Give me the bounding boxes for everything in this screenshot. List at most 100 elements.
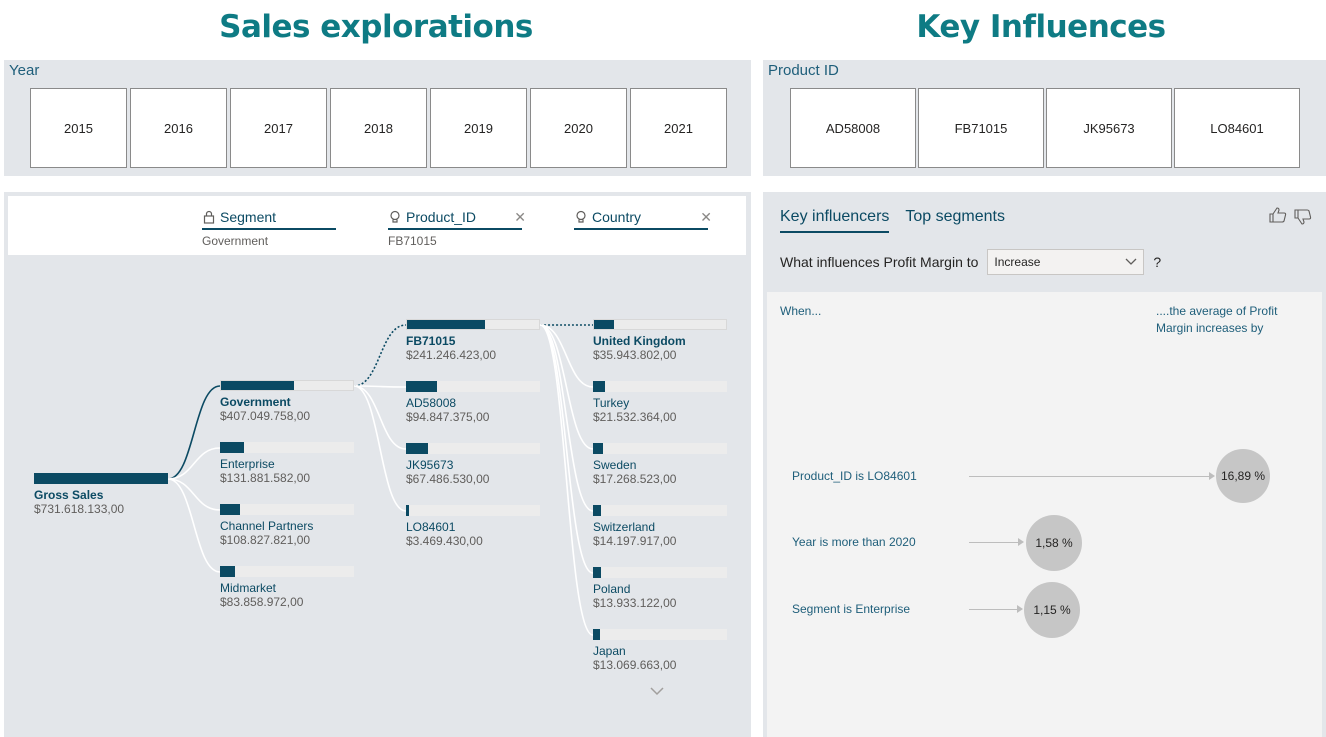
level-product-id[interactable]: Product_ID ✕ FB71015 — [388, 208, 526, 248]
product-chip-row: AD58008 FB71015 JK95673 LO84601 — [790, 88, 1302, 168]
node-value: $13.069.663,00 — [593, 658, 677, 672]
influencers-list: When... ....the average of Profit Margin… — [767, 292, 1322, 737]
bar-track — [406, 443, 540, 454]
node-label: JK95673 — [406, 458, 454, 472]
node-country-poland[interactable]: Poland $13.933.122,00 — [593, 567, 727, 611]
arrow-right-icon — [1209, 472, 1215, 480]
bar-track — [34, 473, 168, 484]
node-label: Government — [220, 395, 291, 409]
node-country-sweden[interactable]: Sweden $17.268.523,00 — [593, 443, 727, 487]
node-label: Poland — [593, 582, 631, 596]
node-segment-enterprise[interactable]: Enterprise $131.881.582,00 — [220, 442, 354, 486]
help-mark: ? — [1153, 254, 1162, 270]
bar-track — [593, 505, 727, 516]
influencer-label[interactable]: Product_ID is LO84601 — [792, 469, 917, 483]
bar-fill — [34, 473, 168, 484]
question-row: What influences Profit Margin to Increas… — [780, 249, 1161, 275]
node-country-switzerland[interactable]: Switzerland $14.197.917,00 — [593, 505, 727, 549]
node-segment-midmarket[interactable]: Midmarket $83.858.972,00 — [220, 566, 354, 610]
influencer-row[interactable]: Product_ID is LO84601 16,89 % — [767, 445, 1322, 505]
year-chip-2016[interactable]: 2016 — [130, 88, 227, 168]
influencer-label[interactable]: Year is more than 2020 — [792, 535, 916, 549]
node-value: $241.246.423,00 — [406, 348, 497, 362]
chevron-down-icon[interactable] — [650, 686, 664, 696]
level-product-id-selected: FB71015 — [388, 234, 437, 248]
bar-track — [220, 504, 354, 515]
node-value: $17.268.523,00 — [593, 472, 677, 486]
node-country-united-kingdom[interactable]: United Kingdom $35.943.802,00 — [593, 319, 727, 363]
bar-track — [593, 567, 727, 578]
node-segment-government[interactable]: Government $407.049.758,00 — [220, 380, 354, 424]
node-label: Enterprise — [220, 457, 275, 471]
influencer-row[interactable]: Segment is Enterprise 1,15 % — [767, 579, 1322, 639]
bar-fill — [406, 505, 409, 516]
node-product-ad58008[interactable]: AD58008 $94.847.375,00 — [406, 381, 540, 425]
node-product-jk95673[interactable]: JK95673 $67.486.530,00 — [406, 443, 540, 487]
bar-fill — [594, 320, 614, 329]
influencer-row[interactable]: Year is more than 2020 1,58 % — [767, 512, 1322, 572]
node-value: $131.881.582,00 — [220, 471, 311, 485]
close-icon[interactable]: ✕ — [700, 210, 712, 226]
tree-connector — [167, 478, 221, 573]
tree-connector — [539, 324, 594, 450]
influencer-bubble[interactable]: 16,89 % — [1216, 449, 1270, 503]
year-chip-2015[interactable]: 2015 — [30, 88, 127, 168]
node-country-turkey[interactable]: Turkey $21.532.364,00 — [593, 381, 727, 425]
node-value: $35.943.802,00 — [593, 348, 677, 362]
tab-key-influencers[interactable]: Key influencers — [780, 208, 890, 233]
product-chip-lo84601[interactable]: LO84601 — [1174, 88, 1300, 168]
question-text: What influences Profit Margin to — [780, 254, 979, 270]
node-product-lo84601[interactable]: LO84601 $3.469.430,00 — [406, 505, 540, 549]
node-label: Channel Partners — [220, 519, 314, 533]
node-country-japan[interactable]: Japan $13.069.663,00 — [593, 629, 727, 673]
increase-dropdown[interactable]: Increase — [987, 249, 1145, 275]
arrow-right-icon — [1018, 538, 1024, 546]
influencer-connector — [969, 542, 1018, 543]
node-value: $21.532.364,00 — [593, 410, 677, 424]
node-value: $407.049.758,00 — [220, 409, 311, 423]
bar-track — [406, 381, 540, 392]
tree-connectors — [167, 324, 594, 636]
product-chip-jk95673[interactable]: JK95673 — [1046, 88, 1172, 168]
ki-tabs: Key influencers Top segments — [780, 208, 1021, 233]
node-product-fb71015[interactable]: FB71015 $241.246.423,00 — [406, 319, 540, 363]
year-chip-2018[interactable]: 2018 — [330, 88, 427, 168]
tab-top-segments[interactable]: Top segments — [905, 208, 1005, 225]
node-value: $3.469.430,00 — [406, 534, 483, 548]
bar-track — [220, 442, 354, 453]
product-chip-fb71015[interactable]: FB71015 — [918, 88, 1044, 168]
tree-connector — [353, 324, 407, 387]
bar-fill — [593, 567, 601, 578]
node-gross-sales[interactable]: Gross Sales $731.618.133,00 — [34, 473, 168, 517]
when-label: When... — [780, 304, 822, 318]
tree-connector — [167, 447, 221, 480]
level-country[interactable]: Country ✕ — [574, 208, 712, 230]
node-label: FB71015 — [406, 334, 456, 348]
page-title-key-influences: Key Influences — [916, 9, 1166, 45]
product-id-slicer: Product ID AD58008 FB71015 JK95673 LO846… — [763, 60, 1326, 176]
year-chip-2020[interactable]: 2020 — [530, 88, 627, 168]
decomposition-tree: Segment Government Product_ID ✕ FB71015 … — [4, 192, 751, 737]
influencer-bubble[interactable]: 1,15 % — [1024, 582, 1080, 638]
product-slicer-header: Product ID — [768, 62, 839, 79]
influencer-connector — [969, 609, 1017, 610]
node-value: $13.933.122,00 — [593, 596, 677, 610]
node-value: $83.858.972,00 — [220, 595, 304, 609]
year-chip-2021[interactable]: 2021 — [630, 88, 727, 168]
thumbs-up-icon[interactable] — [1268, 206, 1288, 224]
influencer-label[interactable]: Segment is Enterprise — [792, 602, 911, 616]
year-chip-2017[interactable]: 2017 — [230, 88, 327, 168]
year-chip-2019[interactable]: 2019 — [430, 88, 527, 168]
bar-fill — [220, 566, 236, 577]
bar-fill — [220, 504, 240, 515]
node-value: $14.197.917,00 — [593, 534, 677, 548]
level-segment[interactable]: Segment Government — [202, 208, 336, 248]
node-segment-channel-partners[interactable]: Channel Partners $108.827.821,00 — [220, 504, 354, 548]
product-chip-ad58008[interactable]: AD58008 — [790, 88, 916, 168]
node-label: Turkey — [593, 396, 630, 410]
bar-track — [593, 381, 727, 392]
influencer-bubble[interactable]: 1,58 % — [1026, 515, 1082, 571]
bar-fill — [406, 381, 438, 392]
thumbs-down-icon[interactable] — [1293, 208, 1313, 226]
close-icon[interactable]: ✕ — [514, 210, 526, 226]
